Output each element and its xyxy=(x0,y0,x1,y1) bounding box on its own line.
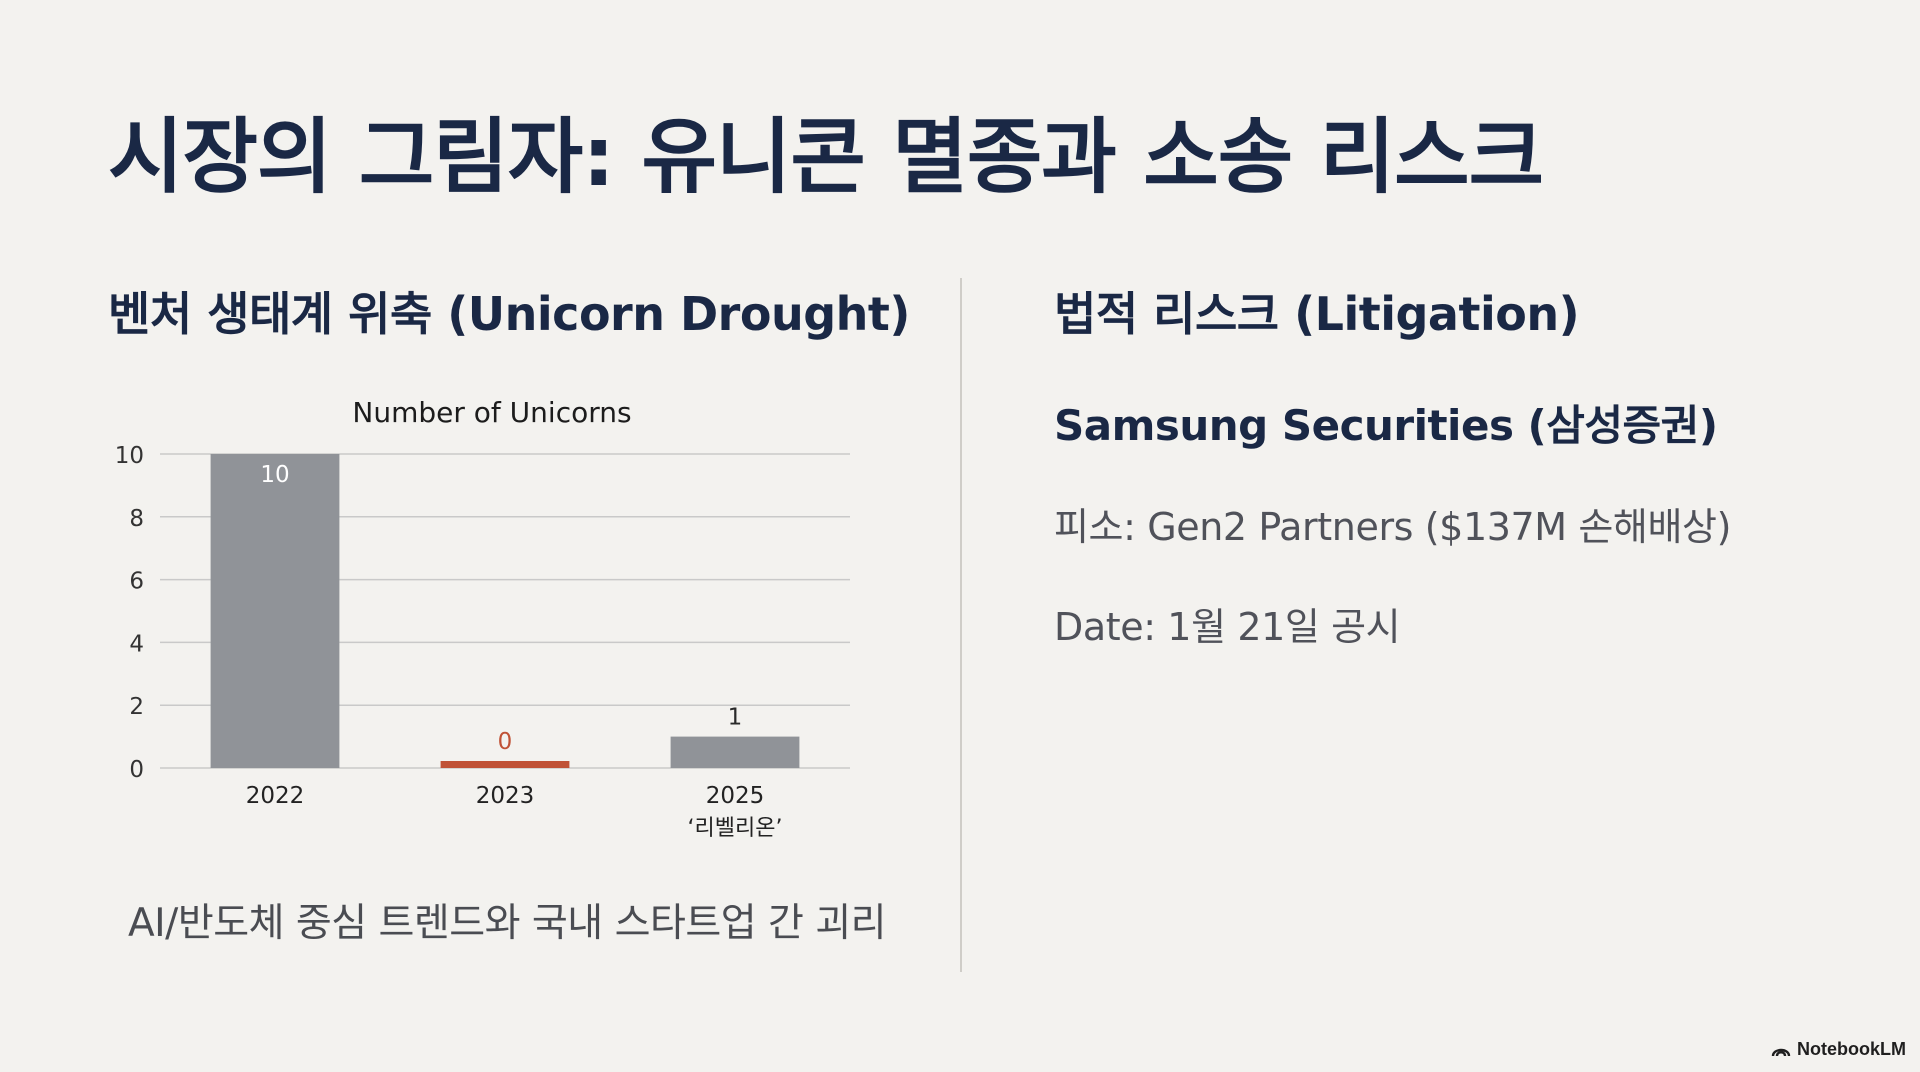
data-label-2022: 10 xyxy=(260,462,289,488)
data-label-2023: 0 xyxy=(498,729,513,755)
chart-x-axis: 2022 2023 2025 ‘리벨리온’ xyxy=(246,783,783,841)
x-tick-label-2022: 2022 xyxy=(246,783,305,809)
y-tick-label: 0 xyxy=(129,757,144,783)
bar-2025 xyxy=(670,736,800,768)
chart-data-labels: 10 0 1 xyxy=(260,462,742,755)
chart-caption: AI/반도체 중심 트렌드와 국내 스타트업 간 괴리 xyxy=(128,901,887,946)
chart-bars xyxy=(210,454,800,768)
y-tick-label: 8 xyxy=(129,506,144,532)
lawsuit-plaintiff: 피소: Gen2 Partners ($137M 손해배상) xyxy=(1054,505,1732,549)
section-heading-unicorn-drought: 벤처 생태계 위축 (Unicorn Drought) xyxy=(108,287,910,341)
x-tick-label-2023: 2023 xyxy=(476,783,535,809)
notebooklm-logo-icon xyxy=(1771,1048,1791,1056)
chart-y-axis: 0 2 4 6 8 10 xyxy=(115,443,144,783)
chart-title: Number of Unicorns xyxy=(352,396,631,429)
bar-2023 xyxy=(440,761,570,768)
brand-watermark: NotebookLM xyxy=(1771,1039,1906,1060)
x-tick-sublabel: ‘리벨리온’ xyxy=(688,816,783,841)
unicorn-bar-chart: Number of Unicorns 0 2 4 6 8 10 10 0 1 2022 2023… xyxy=(115,396,850,841)
y-tick-label: 10 xyxy=(115,443,144,469)
bar-2022 xyxy=(210,454,340,768)
company-name: Samsung Securities (삼성증권) xyxy=(1054,401,1718,450)
x-tick-label-2025: 2025 xyxy=(706,783,765,809)
brand-name: NotebookLM xyxy=(1797,1039,1906,1059)
column-divider xyxy=(960,278,962,972)
slide-title: 시장의 그림자: 유니콘 멸종과 소송 리스크 xyxy=(108,110,1544,205)
y-tick-label: 4 xyxy=(129,631,144,657)
y-tick-label: 2 xyxy=(129,694,144,720)
disclosure-date: Date: 1월 21일 공시 xyxy=(1054,605,1401,649)
section-heading-litigation: 법적 리스크 (Litigation) xyxy=(1054,287,1580,341)
y-tick-label: 6 xyxy=(129,569,144,595)
data-label-2025: 1 xyxy=(728,705,743,731)
